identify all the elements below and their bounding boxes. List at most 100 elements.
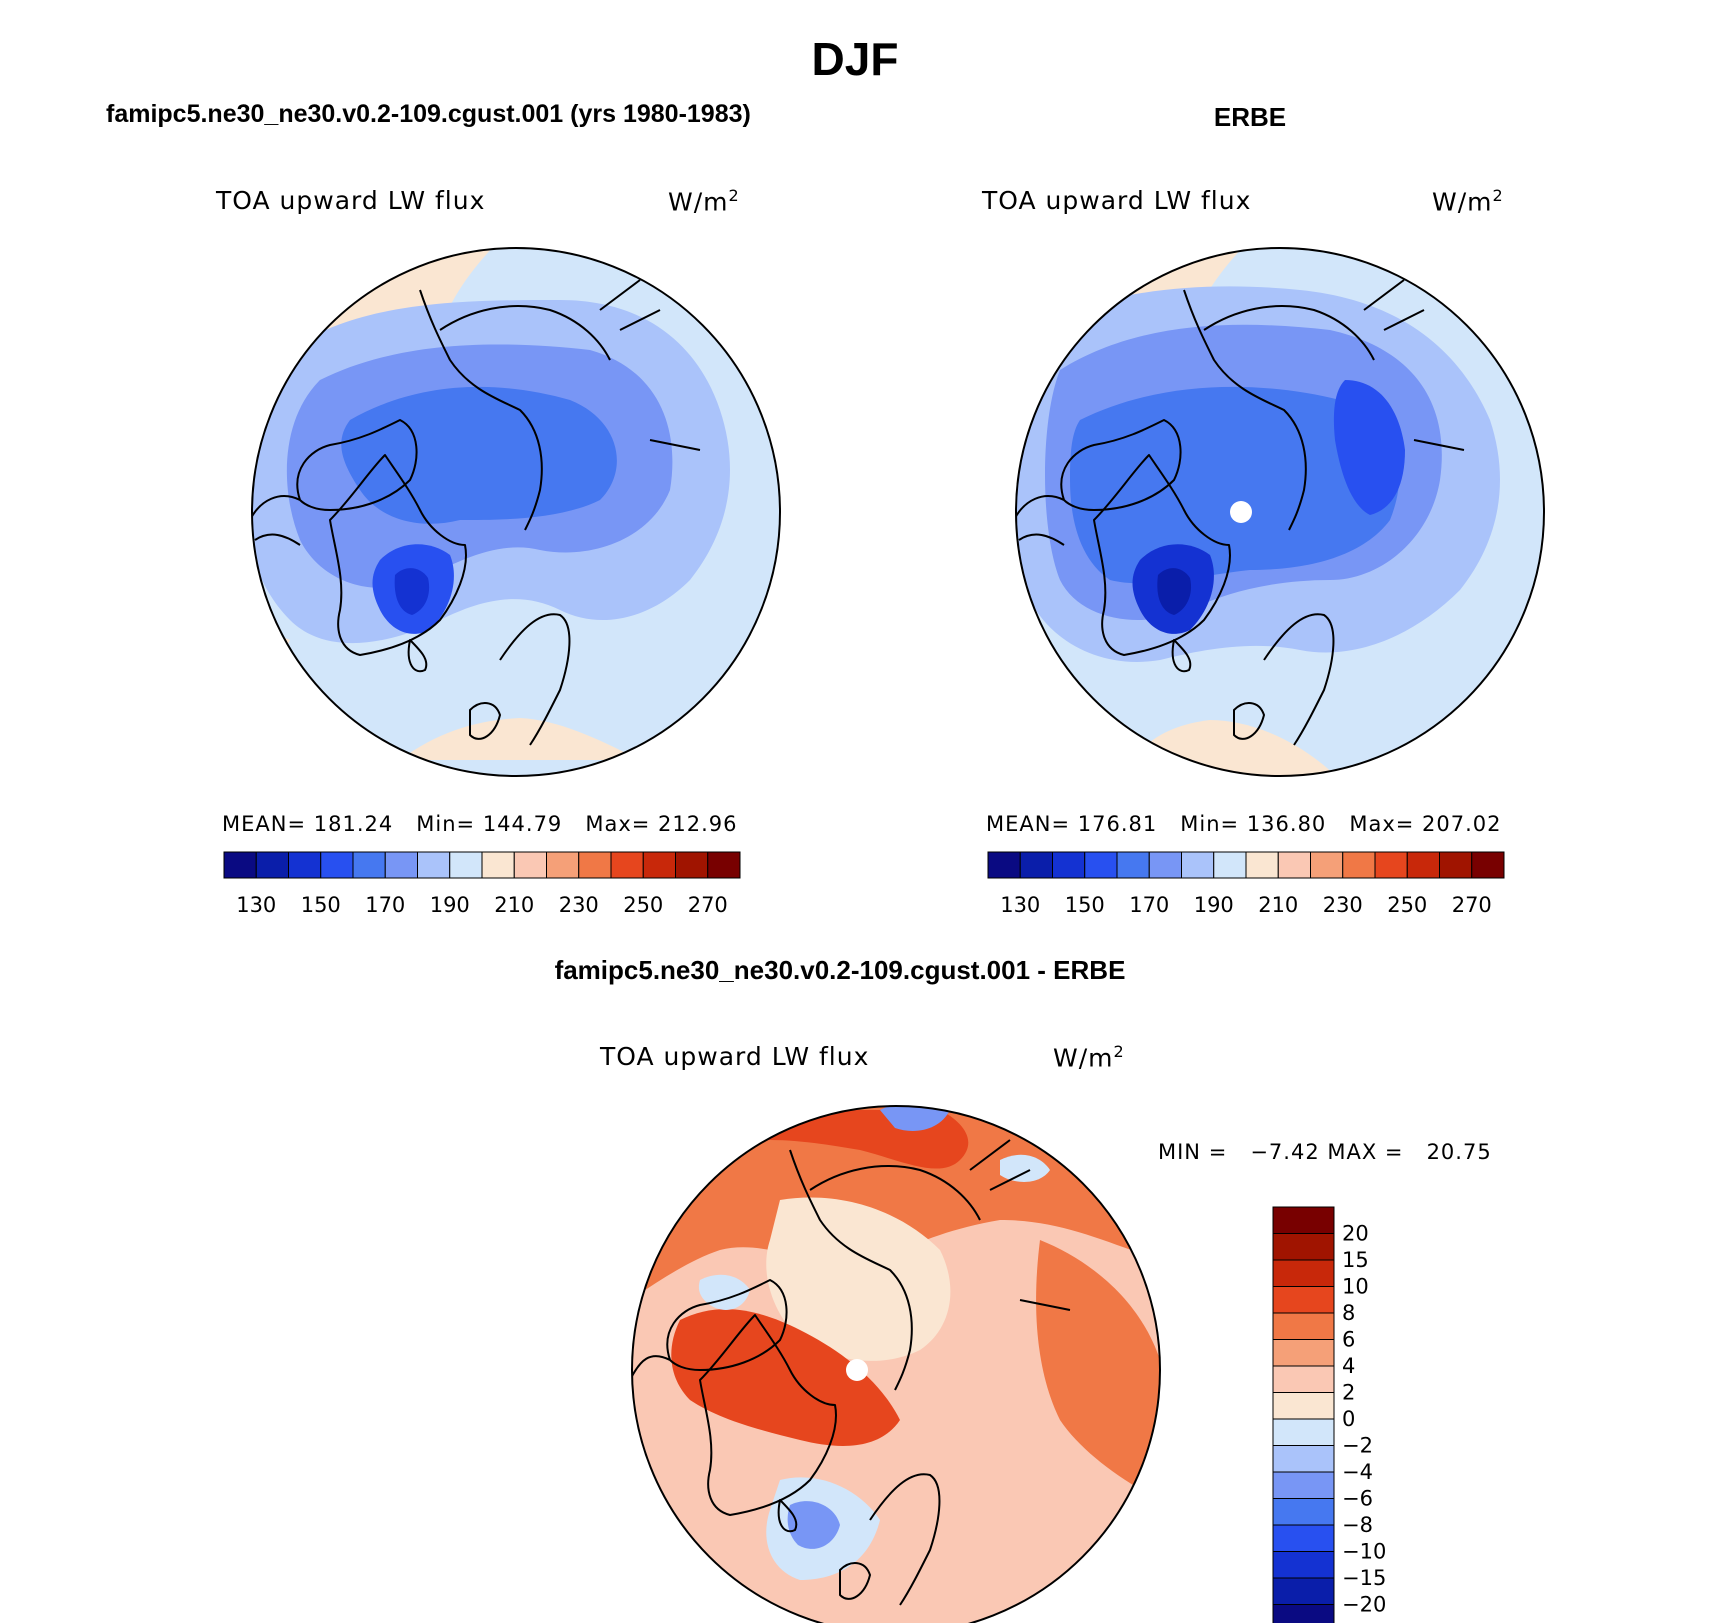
- diff-colorbar-box: [1272, 1471, 1335, 1499]
- obs-colorbar-tick-label: 250: [1387, 893, 1427, 917]
- obs-colorbar: 130 150 170 190 210 230 250 270: [987, 851, 1505, 917]
- model-max-value: 212.96: [658, 812, 738, 836]
- obs-pole-mask: [1230, 501, 1252, 523]
- diff-map-border: [631, 1105, 1161, 1623]
- obs-colorbar-box: [1019, 851, 1053, 879]
- diff-colorbar-box: [1272, 1577, 1335, 1605]
- obs-units-label: W/m2: [1432, 186, 1504, 216]
- obs-colorbar-box: [1277, 851, 1311, 879]
- obs-max-value: 207.02: [1422, 812, 1502, 836]
- model-colorbar-tick-label: 270: [688, 893, 728, 917]
- model-min-label: Min=: [416, 812, 476, 836]
- model-colorbar-box: [546, 851, 580, 879]
- diff-colorbar-tick-label: −8: [1342, 1513, 1373, 1537]
- obs-colorbar-tick-label: 130: [1000, 893, 1040, 917]
- model-map-border: [251, 247, 781, 777]
- obs-polar-map: [1015, 247, 1545, 777]
- diff-colorbar-box: [1272, 1312, 1335, 1340]
- diff-colorbar-box: [1272, 1206, 1335, 1234]
- obs-map-border: [1015, 247, 1545, 777]
- obs-coastlines: [1016, 279, 1465, 746]
- model-polar-map: [251, 247, 781, 777]
- diff-variable-label: TOA upward LW flux: [600, 1042, 870, 1071]
- model-colorbar-tick-label: 150: [301, 893, 341, 917]
- obs-stats: MEAN= 176.81 Min= 136.80 Max= 207.02: [986, 812, 1502, 836]
- model-colorbar-tick-label: 130: [236, 893, 276, 917]
- model-variable-label: TOA upward LW flux: [216, 186, 486, 215]
- diff-colorbar-box: [1272, 1392, 1335, 1420]
- diff-panel-header: famipc5.ne30_ne30.v0.2-109.cgust.001 - E…: [554, 955, 1126, 985]
- model-mean-label: MEAN=: [222, 812, 307, 836]
- obs-colorbar-box: [1084, 851, 1118, 879]
- obs-max-label: Max=: [1349, 812, 1415, 836]
- model-min-value: 144.79: [482, 812, 563, 836]
- model-mean-value: 181.24: [313, 812, 394, 836]
- obs-colorbar-box: [1471, 851, 1505, 879]
- diff-colorbar-box: [1272, 1233, 1335, 1261]
- obs-panel-header: ERBE: [1213, 102, 1287, 132]
- model-colorbar-tick-label: 230: [559, 893, 599, 917]
- obs-mean-value: 176.81: [1077, 812, 1158, 836]
- obs-mean-label: MEAN=: [986, 812, 1071, 836]
- obs-colorbar-tick-label: 270: [1452, 893, 1492, 917]
- model-colorbar-box: [449, 851, 483, 879]
- obs-colorbar-tick-label: 190: [1194, 893, 1234, 917]
- diff-colorbar-tick-label: 20: [1342, 1222, 1369, 1246]
- diff-colorbar-tick-label: −15: [1342, 1566, 1386, 1590]
- model-stats: MEAN= 181.24 Min= 144.79 Max= 212.96: [222, 812, 738, 836]
- diff-max-label: MAX =: [1327, 1140, 1404, 1164]
- model-colorbar-box: [610, 851, 644, 879]
- model-colorbar-box: [320, 851, 354, 879]
- model-colorbar-tick-label: 190: [430, 893, 470, 917]
- diff-colorbar-box: [1272, 1498, 1335, 1526]
- model-colorbar-tick-label: 250: [623, 893, 663, 917]
- diff-min-label: MIN =: [1158, 1140, 1228, 1164]
- diff-colorbar-box: [1272, 1604, 1335, 1623]
- obs-colorbar-box: [1406, 851, 1440, 879]
- diff-colorbar-box: [1272, 1551, 1335, 1579]
- obs-colorbar-box: [1148, 851, 1182, 879]
- model-colorbar-box: [288, 851, 322, 879]
- model-colorbar-tick-label: 210: [494, 893, 534, 917]
- model-units-label: W/m2: [668, 186, 740, 216]
- diff-colorbar-tick-label: −6: [1342, 1487, 1373, 1511]
- obs-colorbar-tick-label: 150: [1065, 893, 1105, 917]
- diff-colorbar-tick-label: −10: [1342, 1540, 1386, 1564]
- diff-colorbar-tick-label: 0: [1342, 1407, 1355, 1431]
- model-panel-header: famipc5.ne30_ne30.v0.2-109.cgust.001 (yr…: [106, 100, 751, 128]
- main-title: DJF: [811, 33, 899, 85]
- diff-colorbar-tick-label: 15: [1342, 1248, 1369, 1272]
- model-colorbar-box: [255, 851, 289, 879]
- obs-units-sup: 2: [1492, 186, 1504, 205]
- model-max-label: Max=: [585, 812, 651, 836]
- diff-max-value: 20.75: [1426, 1140, 1492, 1164]
- diff-stats: MIN = −7.42 MAX = 20.75: [1158, 1140, 1492, 1164]
- obs-colorbar-box: [1342, 851, 1376, 879]
- model-colorbar-box: [675, 851, 709, 879]
- diff-colorbar-tick-label: 2: [1342, 1381, 1355, 1405]
- model-colorbar-box: [223, 851, 257, 879]
- model-colorbar-box: [352, 851, 386, 879]
- model-colorbar-box: [642, 851, 676, 879]
- obs-colorbar-box: [1245, 851, 1279, 879]
- obs-colorbar-tick-label: 230: [1323, 893, 1363, 917]
- diff-colorbar-tick-label: 10: [1342, 1275, 1369, 1299]
- diff-colorbar-tick-label: 8: [1342, 1301, 1355, 1325]
- obs-min-value: 136.80: [1246, 812, 1327, 836]
- diff-colorbar-tick-label: −4: [1342, 1460, 1373, 1484]
- diff-colorbar-tick-label: 6: [1342, 1328, 1355, 1352]
- diff-colorbar-box: [1272, 1418, 1335, 1446]
- obs-colorbar-box: [1213, 851, 1247, 879]
- model-units-text: W/m: [668, 187, 729, 217]
- diff-polar-map: [631, 1105, 1161, 1623]
- diff-units-label: W/m2: [1053, 1042, 1125, 1072]
- obs-colorbar-box: [1052, 851, 1086, 879]
- obs-colorbar-tick-label: 170: [1129, 893, 1169, 917]
- diff-units-sup: 2: [1113, 1042, 1125, 1061]
- diff-colorbar-tick-label: −2: [1342, 1434, 1373, 1458]
- diff-units-text: W/m: [1053, 1043, 1114, 1073]
- obs-colorbar-box: [987, 851, 1021, 879]
- model-colorbar-box: [578, 851, 612, 879]
